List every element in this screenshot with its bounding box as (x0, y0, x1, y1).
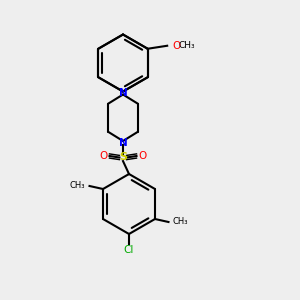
Text: CH₃: CH₃ (70, 182, 85, 190)
Text: S: S (119, 152, 127, 163)
Text: O: O (172, 41, 180, 51)
Text: O: O (99, 151, 108, 161)
Text: CH₃: CH₃ (178, 41, 195, 50)
Text: N: N (118, 88, 127, 98)
Text: Cl: Cl (124, 245, 134, 255)
Text: CH₃: CH₃ (173, 218, 188, 226)
Text: N: N (118, 137, 127, 148)
Text: O: O (138, 151, 147, 161)
